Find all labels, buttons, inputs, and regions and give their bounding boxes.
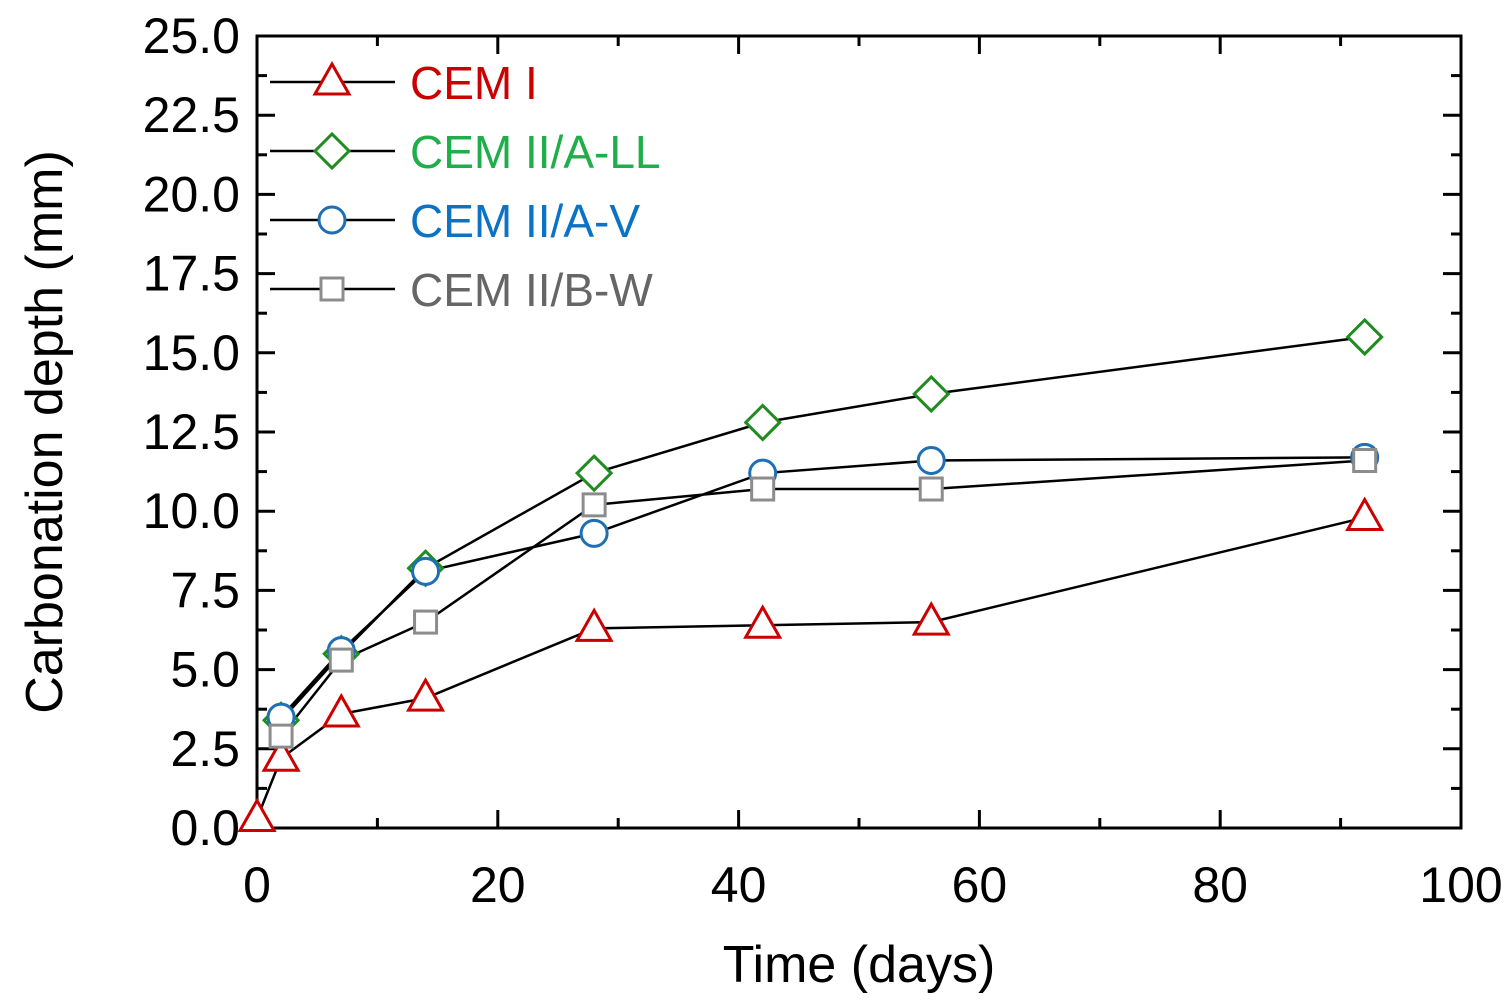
series-1 [280,335,1365,722]
x-tick-label: 40 [711,857,767,913]
data-point [261,737,301,772]
series-markers-1 [261,317,1384,740]
x-tick-label: 0 [243,857,271,913]
data-point [574,454,614,493]
series-0 [255,516,1365,819]
legend-label: CEM II/B-W [410,264,653,316]
y-axis-title: Carbonation depth (mm) [16,150,74,714]
legend-item: CEM I [270,57,538,109]
series-line [280,335,1365,722]
data-point [328,647,354,673]
series-line [255,516,1365,819]
legend-item: CEM II/B-W [270,264,653,316]
data-point [268,723,294,749]
data-point [413,609,439,635]
series-markers-0 [237,496,1385,832]
legend-marker [319,276,345,302]
legend-marker [312,131,352,171]
legend: CEM I CEM II/A-LL CEM II/A-V CEM II/B-W [270,57,661,316]
axes: 0 20 40 60 80 100 0.0 2.5 5.0 7.5 10.0 12.5 15.0 17.5… [143,8,1503,913]
series-line [280,459,1365,737]
legend-label: CEM II/A-LL [410,126,661,178]
data-point [1345,317,1384,357]
data-point [405,677,446,712]
data-point [912,374,951,414]
y-tick-label: 2.5 [170,721,240,777]
y-tick-label: 22.5 [143,87,240,143]
y-tick-label: 20.0 [143,166,240,222]
data-point [916,446,946,476]
series-2 [280,456,1365,718]
x-tick-label: 20 [470,857,526,913]
data-point [918,476,944,502]
data-point [743,604,783,639]
data-point [750,476,776,502]
y-tick-label: 5.0 [170,642,240,698]
data-point [743,403,782,442]
data-point [574,607,614,642]
series-line [280,456,1365,718]
legend-marker [312,60,352,96]
data-point [411,556,441,586]
y-tick-label: 25.0 [143,8,240,64]
x-tick-label: 100 [1419,857,1502,913]
series-markers-2 [266,442,1380,732]
y-tick-label: 10.0 [143,483,240,539]
data-point [1352,448,1378,474]
x-tick-label: 60 [952,857,1008,913]
data-point [1345,496,1385,532]
y-tick-label: 15.0 [143,325,240,381]
data-point [321,692,361,728]
series-layer [237,317,1385,832]
data-point [579,518,609,548]
y-tick-label: 0.0 [170,800,240,856]
y-tick-label: 12.5 [143,404,240,460]
data-point [581,492,607,518]
y-tick-label: 7.5 [170,562,240,618]
legend-label: CEM II/A-V [410,195,640,247]
legend-marker [317,205,347,235]
x-axis-title: Time (days) [723,936,996,994]
legend-label: CEM I [410,57,538,109]
series-markers-3 [268,448,1378,749]
data-point [911,601,951,636]
legend-item: CEM II/A-LL [270,126,661,178]
x-tick-label: 80 [1192,857,1248,913]
y-tick-label: 17.5 [143,246,240,302]
series-3 [280,459,1365,737]
legend-item: CEM II/A-V [270,195,640,247]
data-point [237,797,277,832]
